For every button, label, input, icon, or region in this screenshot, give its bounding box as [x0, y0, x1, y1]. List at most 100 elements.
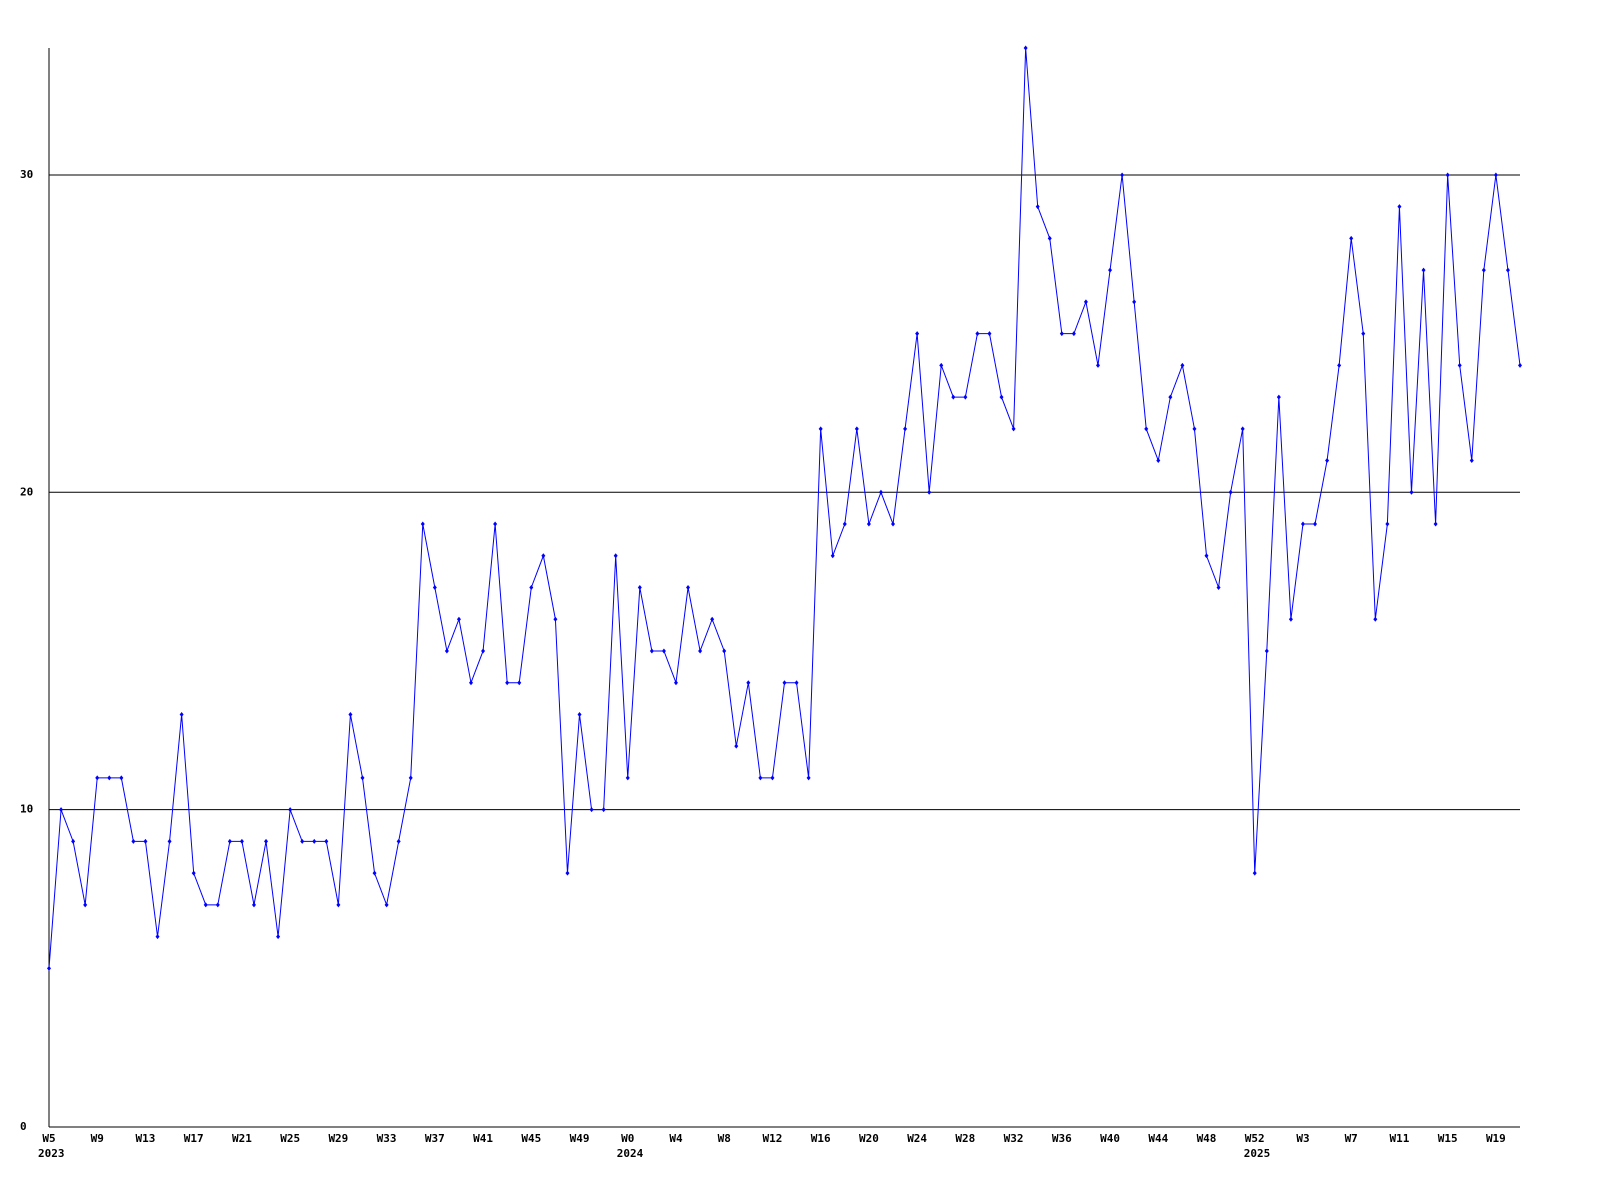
point — [999, 394, 1004, 400]
point — [239, 838, 244, 844]
point — [1349, 235, 1354, 241]
point — [842, 521, 847, 527]
x-tick-label: W32 — [1004, 1132, 1024, 1145]
point — [661, 648, 666, 654]
point — [782, 680, 787, 686]
point — [1300, 521, 1305, 527]
point — [276, 934, 281, 940]
point — [203, 902, 208, 908]
x-tick-label: W52 — [1245, 1132, 1265, 1145]
point — [1445, 172, 1450, 178]
point — [1313, 521, 1318, 527]
point — [469, 680, 474, 686]
point — [372, 870, 377, 876]
point — [384, 902, 389, 908]
point — [215, 902, 220, 908]
x-tick-label: W36 — [1052, 1132, 1072, 1145]
point — [227, 838, 232, 844]
point — [1108, 267, 1113, 273]
point — [698, 648, 703, 654]
point — [1481, 267, 1486, 273]
x-tick-label: W13 — [136, 1132, 156, 1145]
point — [529, 585, 534, 590]
point — [420, 521, 425, 527]
x-tick-label: W49 — [570, 1132, 590, 1145]
point — [264, 838, 269, 844]
point — [565, 870, 570, 876]
point — [770, 775, 775, 781]
x-tick-label: W16 — [811, 1132, 831, 1145]
point — [336, 902, 341, 908]
point — [710, 616, 715, 622]
point — [541, 553, 546, 559]
point — [1325, 458, 1330, 464]
x-tick-label: W9 — [91, 1132, 104, 1145]
point — [312, 838, 317, 844]
point — [878, 489, 883, 495]
point — [1035, 204, 1040, 210]
x-tick-label: W7 — [1345, 1132, 1358, 1145]
point — [481, 648, 486, 654]
point — [167, 838, 172, 844]
point — [179, 711, 184, 717]
point — [758, 775, 763, 781]
point — [673, 680, 678, 686]
point — [1011, 426, 1016, 432]
y-tick-label: 30 — [20, 168, 33, 181]
x-tick-label: W25 — [280, 1132, 300, 1145]
x-year-label: 2025 — [1244, 1147, 1271, 1160]
x-tick-label: W45 — [521, 1132, 541, 1145]
point — [589, 807, 594, 813]
point — [1120, 172, 1125, 178]
x-tick-label: W24 — [907, 1132, 927, 1145]
point — [432, 585, 437, 590]
x-tick-label: W11 — [1389, 1132, 1409, 1145]
point — [613, 553, 618, 559]
y-tick-label: 20 — [20, 485, 33, 498]
point — [553, 616, 558, 622]
point — [1228, 489, 1233, 495]
point — [1288, 616, 1293, 622]
x-tick-label: W28 — [955, 1132, 975, 1145]
point — [1083, 299, 1088, 305]
point — [47, 965, 51, 971]
point — [1132, 299, 1137, 305]
x-tick-label: W40 — [1100, 1132, 1120, 1145]
point — [963, 394, 968, 400]
point — [1047, 235, 1052, 241]
point — [987, 331, 992, 337]
x-tick-label: W37 — [425, 1132, 445, 1145]
point — [1276, 394, 1281, 400]
point — [143, 838, 148, 844]
y-tick-label: 0 — [20, 1120, 27, 1133]
x-tick-label: W5 — [42, 1132, 55, 1145]
x-year-label: 2024 — [617, 1147, 644, 1160]
x-year-label: 2023 — [38, 1147, 65, 1160]
point — [1071, 331, 1076, 337]
point — [1144, 426, 1149, 432]
point — [1373, 616, 1378, 622]
point — [939, 362, 944, 368]
point — [191, 870, 196, 876]
point — [794, 680, 799, 686]
x-tick-label: W4 — [669, 1132, 683, 1145]
point — [95, 775, 100, 781]
point — [1505, 267, 1510, 273]
point — [1095, 362, 1100, 368]
x-tick-label: W12 — [763, 1132, 783, 1145]
point — [288, 807, 293, 813]
point — [1469, 458, 1474, 464]
point — [637, 585, 642, 590]
point — [649, 648, 654, 654]
x-tick-label: W19 — [1486, 1132, 1506, 1145]
point — [734, 743, 739, 749]
point — [1421, 267, 1426, 273]
point — [1216, 585, 1221, 590]
point — [1168, 394, 1173, 400]
point — [71, 838, 76, 844]
point — [1059, 331, 1064, 337]
point — [854, 426, 859, 432]
point — [300, 838, 305, 844]
